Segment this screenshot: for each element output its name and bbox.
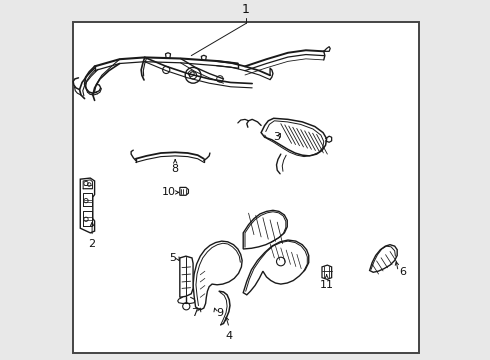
Text: 7: 7 <box>191 308 198 318</box>
Polygon shape <box>193 241 242 310</box>
Text: 5: 5 <box>169 253 176 263</box>
Text: 9: 9 <box>217 308 223 318</box>
Polygon shape <box>369 245 397 272</box>
Text: 8: 8 <box>172 165 179 175</box>
Polygon shape <box>243 240 309 295</box>
Polygon shape <box>80 178 95 233</box>
Text: 10: 10 <box>162 188 176 197</box>
Polygon shape <box>243 210 287 249</box>
Text: 1: 1 <box>242 3 250 16</box>
Text: 2: 2 <box>89 239 96 249</box>
Text: 6: 6 <box>399 266 406 276</box>
Polygon shape <box>322 265 332 279</box>
Polygon shape <box>180 256 193 297</box>
Text: 11: 11 <box>319 280 334 290</box>
Polygon shape <box>261 118 327 156</box>
Polygon shape <box>180 188 189 195</box>
Text: 4: 4 <box>226 330 233 341</box>
Text: 3: 3 <box>273 132 280 142</box>
